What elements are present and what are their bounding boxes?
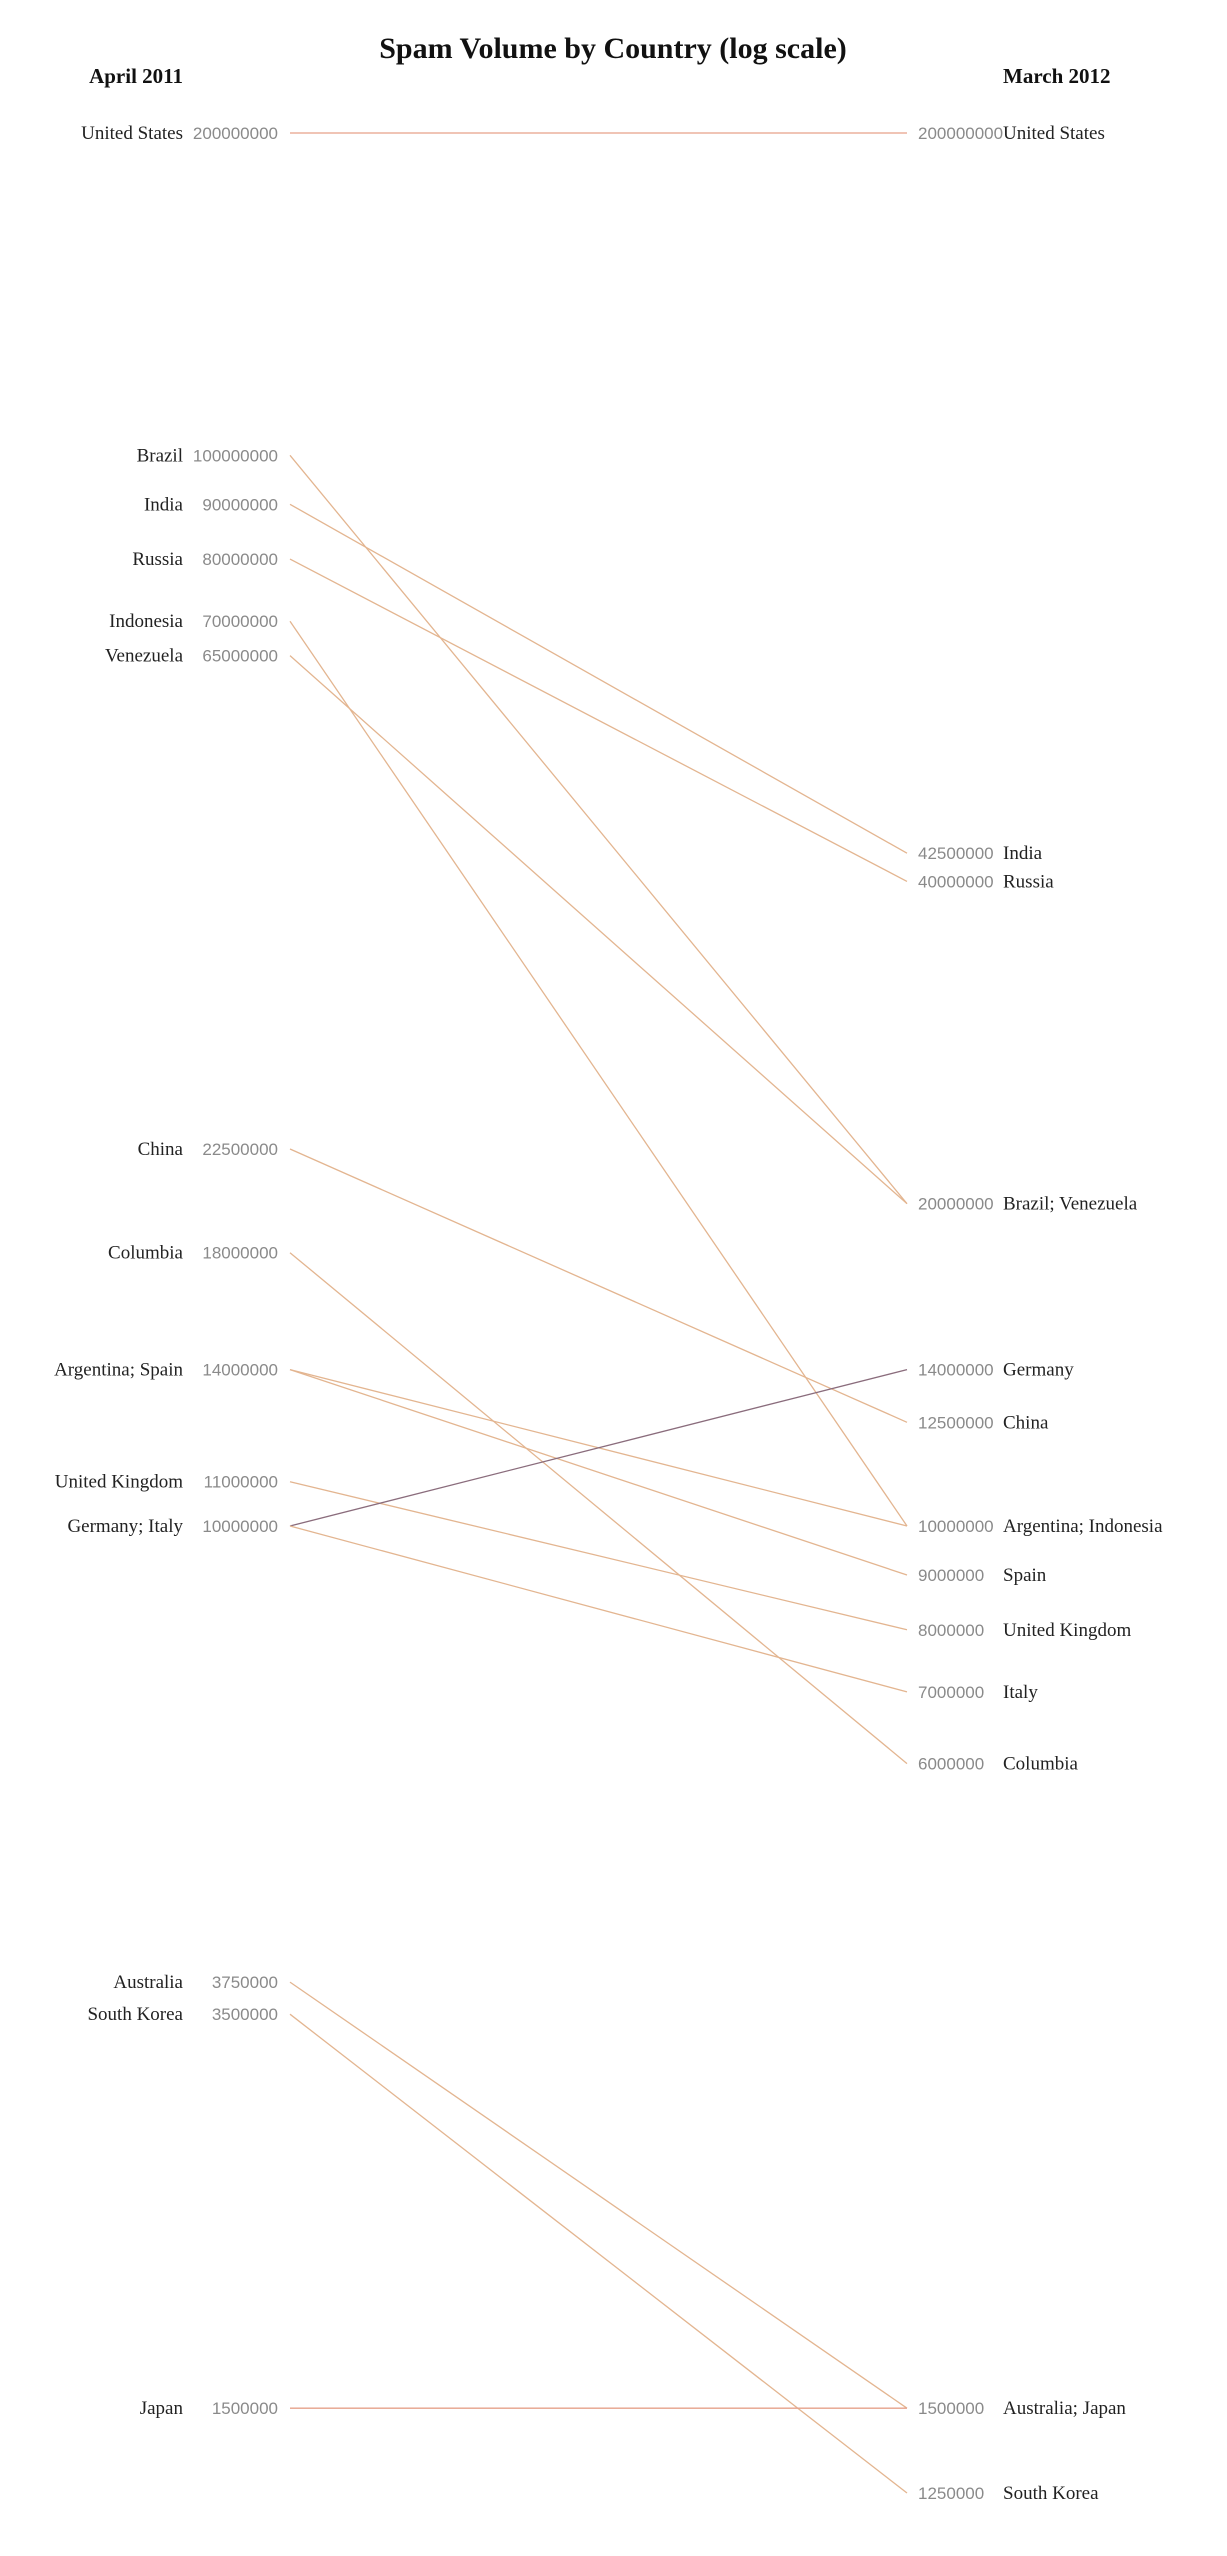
- left-country-label: China: [138, 1139, 184, 1160]
- right-country-label: Argentina; Indonesia: [1003, 1516, 1163, 1537]
- right-value-label: 8000000: [918, 1621, 984, 1640]
- left-country-label: Russia: [132, 549, 183, 570]
- right-country-label: Germany: [1003, 1360, 1074, 1381]
- left-value-label: 100000000: [193, 446, 278, 465]
- left-country-label: United States: [81, 123, 183, 144]
- slope-line-venezuela: [289, 655, 908, 1205]
- left-labels: United States 200000000 Brazil 100000000 Ind…: [54, 123, 278, 2419]
- left-value-label: 22500000: [202, 1140, 278, 1159]
- left-country-label: Australia: [113, 1972, 183, 1993]
- slope-line-india: [289, 503, 908, 854]
- right-value-label: 20000000: [918, 1195, 994, 1214]
- left-value-label: 65000000: [202, 647, 278, 666]
- left-value-label: 70000000: [202, 612, 278, 631]
- slope-line-russia: [289, 558, 908, 882]
- left-country-label: United Kingdom: [55, 1472, 183, 1493]
- right-value-label: 200000000: [918, 124, 1003, 143]
- left-value-label: 14000000: [202, 1361, 278, 1380]
- right-value-label: 14000000: [918, 1361, 994, 1380]
- right-country-label: India: [1003, 843, 1043, 864]
- left-value-label: 18000000: [202, 1244, 278, 1263]
- slope-line-australia: [289, 1981, 908, 2409]
- right-value-label: 1500000: [918, 2399, 984, 2418]
- slope-lines: [289, 132, 908, 2494]
- right-country-label: South Korea: [1003, 2483, 1099, 2504]
- right-country-label: United Kingdom: [1003, 1620, 1131, 1641]
- right-country-label: Spain: [1003, 1565, 1047, 1586]
- left-country-label: Japan: [140, 2398, 184, 2419]
- right-value-label: 9000000: [918, 1566, 984, 1585]
- slope-line-united-kingdom: [289, 1481, 908, 1631]
- right-country-label: Italy: [1003, 1682, 1038, 1703]
- left-country-label: Indonesia: [109, 611, 183, 632]
- left-country-label: South Korea: [87, 2004, 183, 2025]
- left-value-label: 3500000: [212, 2005, 278, 2024]
- left-value-label: 200000000: [193, 124, 278, 143]
- left-value-label: 80000000: [202, 550, 278, 569]
- left-column-heading: April 2011: [89, 64, 183, 88]
- slope-line-italy: [289, 1525, 908, 1693]
- right-labels: 200000000 United States 42500000 India 40000…: [918, 123, 1163, 2504]
- right-column-heading: March 2012: [1003, 64, 1111, 88]
- left-value-label: 3750000: [212, 1973, 278, 1992]
- right-country-label: Russia: [1003, 871, 1054, 892]
- right-value-label: 1250000: [918, 2484, 984, 2503]
- right-country-label: Australia; Japan: [1003, 2398, 1126, 2419]
- right-country-label: United States: [1003, 123, 1105, 144]
- chart-title: Spam Volume by Country (log scale): [379, 32, 847, 65]
- right-country-label: Columbia: [1003, 1754, 1079, 1775]
- slope-line-brazil: [289, 454, 908, 1205]
- right-value-label: 12500000: [918, 1413, 994, 1432]
- right-country-label: Brazil; Venezuela: [1003, 1194, 1138, 1215]
- left-country-label: India: [144, 494, 184, 515]
- right-value-label: 7000000: [918, 1683, 984, 1702]
- right-value-label: 10000000: [918, 1517, 994, 1536]
- right-value-label: 42500000: [918, 844, 994, 863]
- left-country-label: Venezuela: [105, 646, 184, 667]
- left-value-label: 90000000: [202, 495, 278, 514]
- left-country-label: Germany; Italy: [67, 1516, 183, 1537]
- slope-line-germany: [289, 1368, 908, 1527]
- slope-line-columbia: [289, 1252, 908, 1765]
- left-country-label: Columbia: [108, 1243, 184, 1264]
- left-value-label: 1500000: [212, 2399, 278, 2418]
- right-value-label: 6000000: [918, 1755, 984, 1774]
- left-country-label: Argentina; Spain: [54, 1360, 183, 1381]
- left-value-label: 11000000: [204, 1473, 278, 1492]
- slope-line-indonesia: [289, 620, 908, 1527]
- slope-line-south-korea: [289, 2013, 908, 2494]
- right-country-label: China: [1003, 1412, 1049, 1433]
- slope-line-spain: [289, 1368, 908, 1576]
- right-value-label: 40000000: [918, 872, 994, 891]
- left-country-label: Brazil: [137, 445, 183, 466]
- slope-line-china: [289, 1148, 908, 1423]
- left-value-label: 10000000: [202, 1517, 278, 1536]
